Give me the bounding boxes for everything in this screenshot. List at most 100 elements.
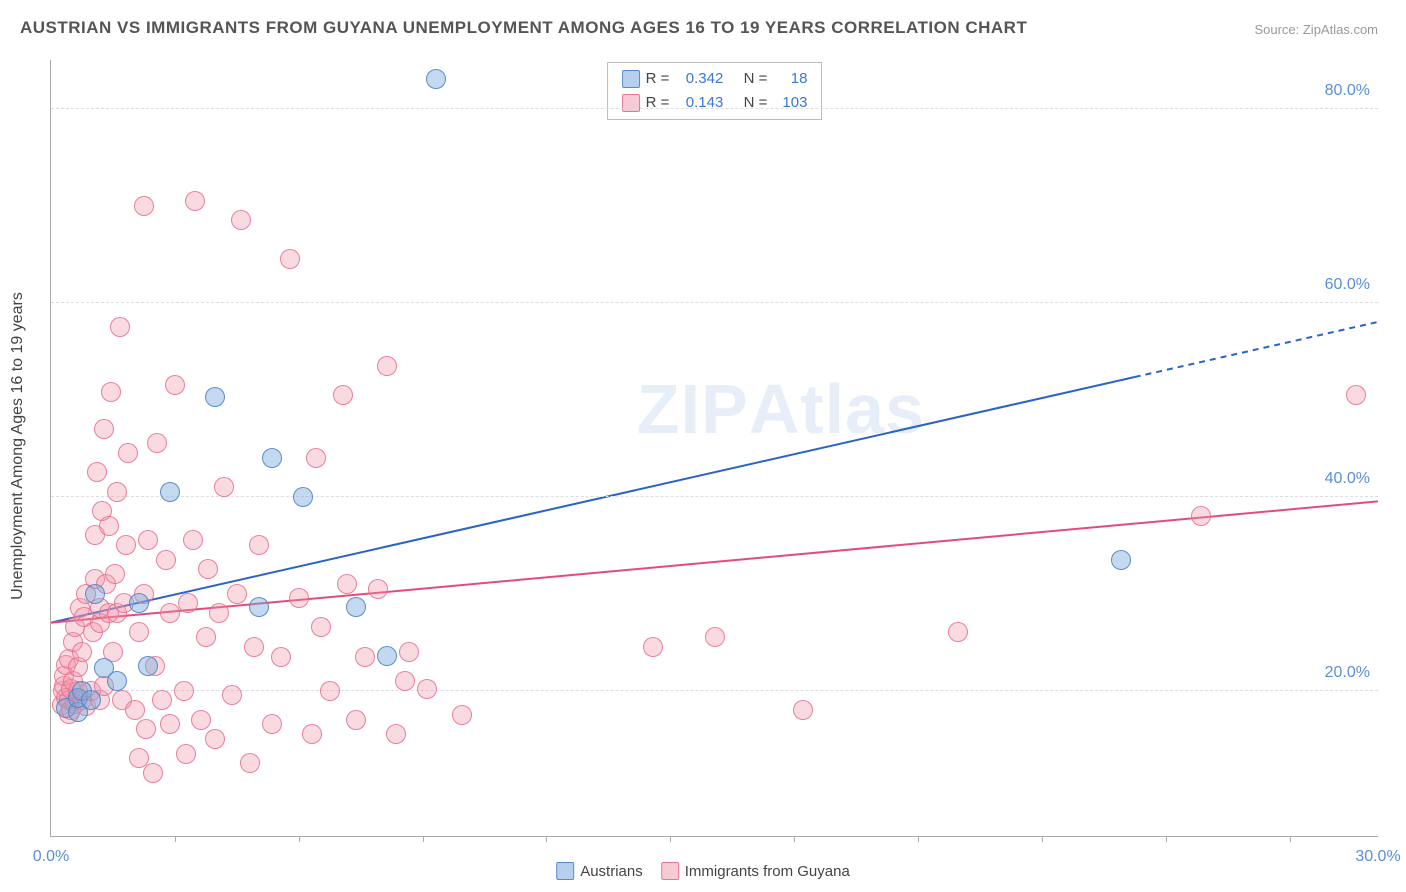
data-point [386,724,406,744]
legend-label-guyana: Immigrants from Guyana [685,863,850,880]
data-point [116,535,136,555]
data-point [198,559,218,579]
data-point [249,597,269,617]
n-label: N = [744,91,768,115]
data-point [262,714,282,734]
data-point [85,584,105,604]
data-point [399,642,419,662]
data-point [311,617,331,637]
swatch-blue-icon [556,862,574,880]
data-point [227,584,247,604]
data-point [143,763,163,783]
data-point [160,603,180,623]
data-point [222,685,242,705]
source-label: Source: ZipAtlas.com [1254,22,1378,37]
x-tick-label: 30.0% [1355,848,1400,866]
data-point [136,719,156,739]
y-tick-label: 80.0% [1325,82,1370,100]
x-tick [670,836,671,842]
series-legend: Austrians Immigrants from Guyana [556,862,850,880]
gridline [51,302,1378,303]
data-point [1111,550,1131,570]
data-point [174,681,194,701]
data-point [107,671,127,691]
data-point [306,448,326,468]
y-tick-label: 40.0% [1325,470,1370,488]
swatch-pink-icon [622,94,640,112]
data-point [191,710,211,730]
data-point [81,690,101,710]
data-point [214,477,234,497]
correlation-legend: R = 0.342 N = 18 R = 0.143 N = 103 [607,62,823,120]
trend-lines [51,60,1378,836]
data-point [395,671,415,691]
data-point [948,622,968,642]
data-point [320,681,340,701]
y-tick-label: 20.0% [1325,664,1370,682]
swatch-pink-icon [661,862,679,880]
x-tick [1290,836,1291,842]
data-point [1191,506,1211,526]
x-tick [1042,836,1043,842]
n-label: N = [744,67,768,91]
data-point [101,382,121,402]
r-value-austrians: 0.342 [675,67,723,91]
legend-row-guyana: R = 0.143 N = 103 [622,91,808,115]
data-point [289,588,309,608]
data-point [426,69,446,89]
data-point [94,419,114,439]
data-point [118,443,138,463]
data-point [368,579,388,599]
data-point [87,462,107,482]
data-point [138,530,158,550]
data-point [452,705,472,725]
data-point [176,744,196,764]
data-point [205,387,225,407]
data-point [196,627,216,647]
data-point [129,622,149,642]
data-point [138,656,158,676]
x-tick [1166,836,1167,842]
x-tick [175,836,176,842]
data-point [209,603,229,623]
data-point [156,550,176,570]
data-point [152,690,172,710]
data-point [105,564,125,584]
legend-item-guyana: Immigrants from Guyana [661,862,850,880]
data-point [129,593,149,613]
data-point [271,647,291,667]
r-label: R = [646,91,670,115]
data-point [99,516,119,536]
gridline [51,108,1378,109]
x-tick [423,836,424,842]
data-point [293,487,313,507]
data-point [147,433,167,453]
data-point [377,646,397,666]
x-tick [918,836,919,842]
n-value-guyana: 103 [773,91,807,115]
r-label: R = [646,67,670,91]
x-tick [299,836,300,842]
data-point [134,196,154,216]
swatch-blue-icon [622,70,640,88]
watermark: ZIPAtlas [637,369,925,449]
data-point [333,385,353,405]
data-point [643,637,663,657]
data-point [249,535,269,555]
data-point [705,627,725,647]
scatter-chart: ZIPAtlas R = 0.342 N = 18 R = 0.143 N = … [50,60,1378,837]
data-point [244,637,264,657]
x-tick [794,836,795,842]
data-point [110,317,130,337]
data-point [337,574,357,594]
data-point [72,642,92,662]
data-point [355,647,375,667]
legend-label-austrians: Austrians [580,863,643,880]
r-value-guyana: 0.143 [675,91,723,115]
data-point [185,191,205,211]
n-value-austrians: 18 [773,67,807,91]
data-point [107,482,127,502]
legend-item-austrians: Austrians [556,862,643,880]
y-axis-label: Unemployment Among Ages 16 to 19 years [9,292,27,600]
data-point [417,679,437,699]
